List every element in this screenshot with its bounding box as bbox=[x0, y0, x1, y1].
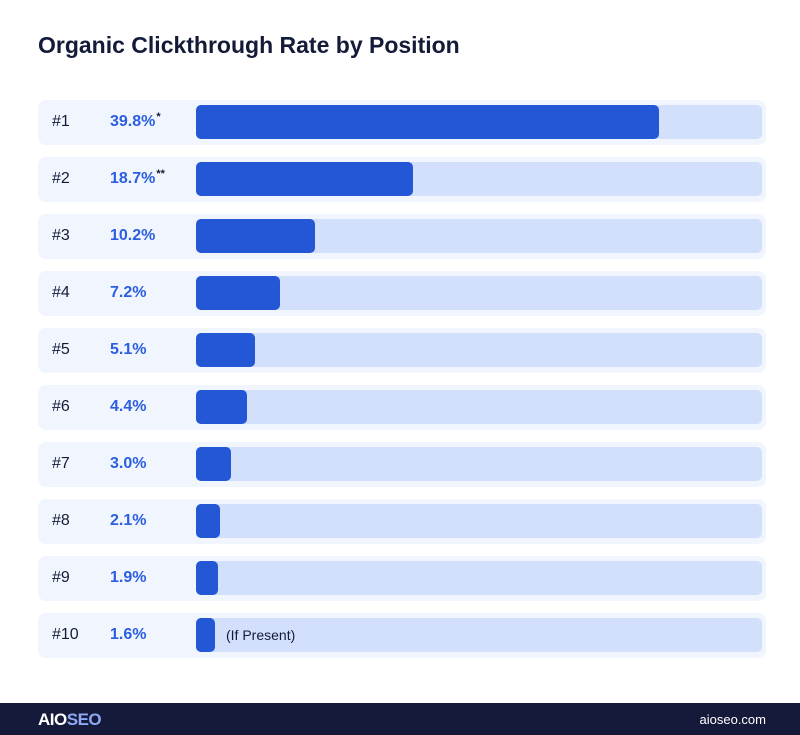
bar-track bbox=[196, 162, 762, 196]
bar-track bbox=[196, 333, 762, 367]
bar-track bbox=[196, 390, 762, 424]
bar bbox=[196, 219, 315, 253]
position-label: #9 bbox=[52, 569, 70, 586]
bar-track: (If Present) bbox=[196, 618, 762, 652]
position-label: #1 bbox=[52, 113, 70, 130]
bar bbox=[196, 447, 231, 481]
position-label: #10 bbox=[52, 626, 79, 643]
value-label: 5.1% bbox=[110, 341, 147, 358]
value-label: 2.1% bbox=[110, 512, 147, 529]
bar bbox=[196, 162, 414, 196]
bar bbox=[196, 504, 221, 538]
bar-track bbox=[196, 219, 762, 253]
footnote-marker: * bbox=[156, 111, 161, 123]
position-label: #8 bbox=[52, 512, 70, 529]
chart-title: Organic Clickthrough Rate by Position bbox=[38, 32, 460, 58]
bar-row: #8 2.1% bbox=[38, 499, 766, 544]
value-label: 39.8%* bbox=[110, 111, 161, 130]
bar-row: #1 39.8%* bbox=[38, 100, 766, 145]
bar bbox=[196, 276, 280, 310]
value-label: 4.4% bbox=[110, 398, 147, 415]
value-label: 7.2% bbox=[110, 284, 147, 301]
bar-row: #2 18.7%** bbox=[38, 157, 766, 202]
position-label: #5 bbox=[52, 341, 70, 358]
bar-track bbox=[196, 561, 762, 595]
position-label: #4 bbox=[52, 284, 70, 301]
value-label: 1.6% bbox=[110, 626, 147, 643]
bar-row: #5 5.1% bbox=[38, 328, 766, 373]
bar bbox=[196, 561, 219, 595]
bar-row: #6 4.4% bbox=[38, 385, 766, 430]
position-label: #7 bbox=[52, 455, 70, 472]
value-label: 10.2% bbox=[110, 227, 156, 244]
bar-row: #10 1.6% (If Present) bbox=[38, 613, 766, 658]
bar-note: (If Present) bbox=[226, 627, 296, 643]
value-label: 18.7%** bbox=[110, 168, 165, 187]
bar bbox=[196, 390, 248, 424]
logo-part: AIO bbox=[38, 710, 67, 729]
value-label: 1.9% bbox=[110, 569, 147, 586]
bar-row: #9 1.9% bbox=[38, 556, 766, 601]
logo-part: SEO bbox=[66, 710, 102, 729]
bar-track bbox=[196, 105, 762, 139]
aioseo-logo: AIOSEO bbox=[38, 710, 102, 730]
footnote-marker: ** bbox=[156, 168, 165, 180]
value-label: 3.0% bbox=[110, 455, 147, 472]
site-url: aioseo.com bbox=[699, 712, 766, 727]
footer: AIOSEO aioseo.com bbox=[0, 703, 800, 735]
position-label: #2 bbox=[52, 170, 70, 187]
bar-row: #7 3.0% bbox=[38, 442, 766, 487]
bar-track bbox=[196, 276, 762, 310]
position-label: #6 bbox=[52, 398, 70, 415]
bar-row: #4 7.2% bbox=[38, 271, 766, 316]
bar-row: #3 10.2% bbox=[38, 214, 766, 259]
position-label: #3 bbox=[52, 227, 70, 244]
bar bbox=[196, 105, 659, 139]
bar bbox=[196, 618, 215, 652]
bar-track bbox=[196, 504, 762, 538]
bar-track bbox=[196, 447, 762, 481]
bar bbox=[196, 333, 256, 367]
